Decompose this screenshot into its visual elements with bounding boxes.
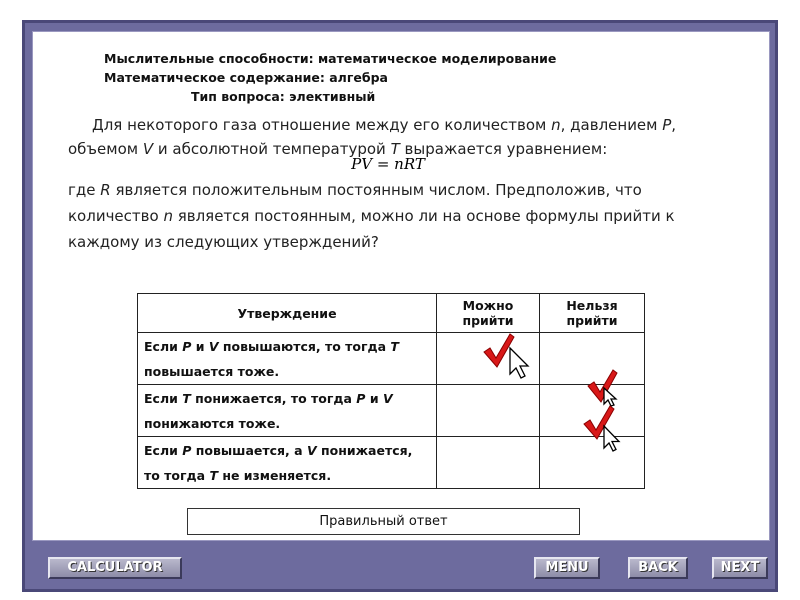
variable: P xyxy=(182,338,192,354)
text-run: Если xyxy=(144,338,183,354)
text-run: является постоянным, можно ли на основе … xyxy=(68,207,675,251)
text-run: Для некоторого газа отношение между его … xyxy=(92,116,552,134)
variable: V xyxy=(382,390,393,406)
text-run: и xyxy=(365,390,383,406)
table-row: Если T понижается, то тогда P и V понижа… xyxy=(137,384,645,437)
text-run: выражается уравнением: xyxy=(399,140,608,158)
choice-cell[interactable] xyxy=(539,332,645,385)
text-run: повышаются, то тогда xyxy=(218,338,391,354)
text-run: является положительным постоянным числом… xyxy=(68,181,642,225)
variable: V xyxy=(208,338,219,354)
variable: T xyxy=(209,467,218,483)
variable: V xyxy=(306,442,317,458)
text-run: Если xyxy=(144,442,183,458)
text-run: понижаются тоже. xyxy=(144,415,281,431)
column-header: Нельзя прийти xyxy=(539,293,645,333)
variable: n xyxy=(551,116,561,134)
table-row: Если P и V повышаются, то тогда T повыша… xyxy=(137,332,645,385)
statement-cell: Если T понижается, то тогда P и V понижа… xyxy=(137,384,437,437)
variable: V xyxy=(142,140,154,158)
variable: T xyxy=(182,390,191,406)
statement-cell: Если P повышается, а V понижается, то то… xyxy=(137,436,437,489)
text-run: , давлением xyxy=(560,116,663,134)
choice-cell[interactable] xyxy=(539,436,645,489)
variable: n xyxy=(163,207,173,225)
back-button[interactable]: BACK xyxy=(628,557,688,579)
menu-button[interactable]: MENU xyxy=(534,557,600,579)
choice-cell[interactable] xyxy=(436,384,540,437)
text-run: понижается, то тогда xyxy=(190,390,357,406)
header-line: Тип вопроса: элективный xyxy=(191,89,376,104)
variable: R xyxy=(100,181,111,199)
choice-cell[interactable] xyxy=(539,384,645,437)
text-run: повышается, а xyxy=(191,442,307,458)
header-line: Мыслительные способности: математическое… xyxy=(104,51,557,66)
variable: T xyxy=(390,140,400,158)
answer-table: Утверждение Можно прийти Нельзя прийти Е… xyxy=(137,293,645,489)
text-run: Если xyxy=(144,390,183,406)
correct-answer-button[interactable]: Правильный ответ xyxy=(187,508,580,535)
choice-cell[interactable] xyxy=(436,332,540,385)
text-run: где xyxy=(68,181,101,199)
text-run: и xyxy=(191,338,209,354)
question-text: где R является положительным постоянным … xyxy=(68,177,708,255)
variable: P xyxy=(662,116,672,134)
table-row: Если P повышается, а V понижается, то то… xyxy=(137,436,645,489)
column-header: Утверждение xyxy=(137,293,437,333)
header-line: Математическое содержание: алгебра xyxy=(104,70,388,85)
variable: T xyxy=(390,338,399,354)
next-button[interactable]: NEXT xyxy=(712,557,768,579)
column-header: Можно прийти xyxy=(436,293,540,333)
variable: P xyxy=(182,442,192,458)
variable: P xyxy=(356,390,366,406)
equation: PV = nRT xyxy=(351,155,425,173)
text-run: понижается, то тогда xyxy=(144,442,413,483)
statement-cell: Если P и V повышаются, то тогда T повыша… xyxy=(137,332,437,385)
calculator-button[interactable]: CALCULATOR xyxy=(48,557,182,579)
question-text: Для некоторого газа отношение между его … xyxy=(68,113,708,161)
choice-cell[interactable] xyxy=(436,436,540,489)
text-run: , объемом xyxy=(68,116,677,158)
text-run: и абсолютной температурой xyxy=(153,140,391,158)
text-run: не изменяется. xyxy=(217,467,332,483)
text-run: повышается тоже. xyxy=(144,363,280,379)
